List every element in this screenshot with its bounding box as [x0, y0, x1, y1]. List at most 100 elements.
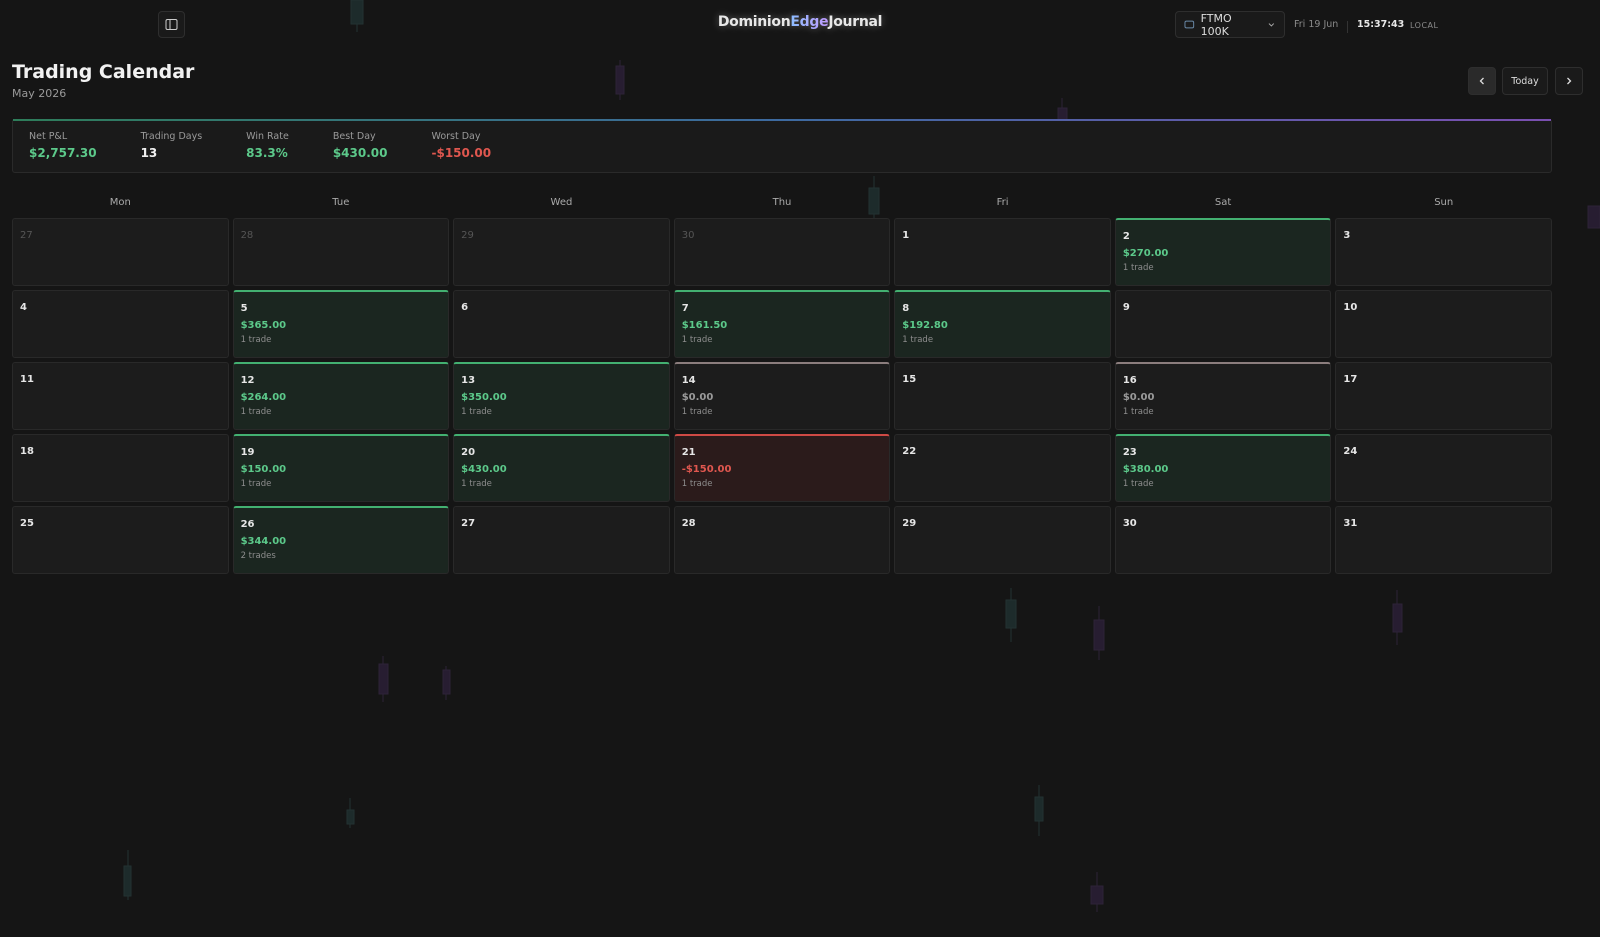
day-number: 14 — [681, 375, 696, 386]
day-number: 28 — [681, 518, 696, 529]
day-cell[interactable]: 27 — [453, 506, 670, 574]
weekday: Sun — [1434, 197, 1454, 208]
stat-value: -$150.00 — [431, 146, 492, 160]
day-cell[interactable]: 29 — [894, 506, 1111, 574]
day-number: 17 — [1343, 374, 1358, 385]
day-pnl: $0.00 — [681, 392, 714, 403]
page-subtitle: May 2026 — [12, 87, 67, 100]
day-cell[interactable]: 2 $270.00 1 trade — [1114, 218, 1332, 286]
day-cell[interactable]: 14 $0.00 1 trade — [673, 362, 891, 430]
trade-count: 1 trade — [240, 479, 272, 489]
day-cell[interactable]: 9 — [1114, 290, 1332, 358]
trade-count: 1 trade — [681, 407, 713, 417]
brand-part: Journal — [828, 14, 883, 30]
day-number: 16 — [1122, 375, 1137, 386]
chevron-down — [1268, 23, 1275, 27]
stat: Worst Day -$150.00 — [431, 131, 491, 161]
day-number: 19 — [240, 447, 255, 458]
day-cell[interactable]: 19 $150.00 1 trade — [232, 434, 450, 502]
stat-label: Worst Day — [431, 131, 481, 142]
trade-count: 1 trade — [1122, 407, 1154, 417]
day-number: 23 — [1122, 447, 1137, 458]
day-number: 4 — [20, 302, 27, 313]
trade-count: 2 trades — [240, 551, 276, 561]
next-month[interactable] — [1555, 67, 1583, 95]
trade-count: 1 trade — [240, 335, 272, 345]
day-cell[interactable]: 25 — [12, 506, 229, 574]
calendar-grid: 27 28 29 30 1 2 $270.00 1 trade 3 4 5 $365.00 1 trad… — [12, 218, 1552, 574]
account-icon — [1184, 20, 1195, 29]
day-cell[interactable]: 28 — [673, 506, 891, 574]
stat: Best Day $430.00 — [333, 131, 388, 161]
day-pnl: $380.00 — [1122, 464, 1169, 475]
day-cell[interactable]: 16 $0.00 1 trade — [1114, 362, 1332, 430]
account-selector[interactable]: FTMO 100K — [1175, 11, 1285, 38]
day-pnl: $344.00 — [240, 536, 287, 547]
day-number: 7 — [681, 303, 689, 314]
day-number: 25 — [20, 518, 34, 529]
day-number: 11 — [20, 374, 34, 385]
day-cell[interactable]: 13 $350.00 1 trade — [453, 362, 670, 430]
day-cell[interactable]: 23 $380.00 1 trade — [1114, 434, 1332, 502]
trade-count: 1 trade — [902, 335, 934, 345]
today-button[interactable]: Today — [1502, 67, 1548, 95]
day-cell[interactable]: 28 — [232, 218, 450, 286]
prev-month[interactable] — [1468, 67, 1496, 95]
day-cell[interactable]: 17 — [1335, 362, 1552, 430]
day-cell[interactable]: 31 — [1335, 506, 1552, 574]
day-number: 18 — [20, 446, 34, 457]
day-cell[interactable]: 5 $365.00 1 trade — [232, 290, 450, 358]
stat: Trading Days 13 — [141, 131, 203, 161]
day-pnl: $270.00 — [1122, 248, 1169, 259]
day-cell[interactable]: 8 $192.80 1 trade — [894, 290, 1111, 358]
day-number: 31 — [1343, 518, 1358, 529]
trade-count: 1 trade — [1122, 479, 1154, 489]
day-number: 9 — [1122, 302, 1130, 313]
divider — [1347, 21, 1348, 33]
day-pnl: $264.00 — [240, 392, 287, 403]
day-cell[interactable]: 27 — [12, 218, 229, 286]
day-cell[interactable]: 3 — [1335, 218, 1552, 286]
weekday-header: Mon Tue Wed Thu Fri Sat Sun — [12, 197, 1552, 208]
day-number: 3 — [1343, 230, 1351, 241]
trade-count: 1 trade — [461, 407, 492, 417]
day-cell[interactable]: 30 — [1114, 506, 1332, 574]
day-cell[interactable]: 15 — [894, 362, 1111, 430]
stat-value: $430.00 — [332, 146, 388, 160]
day-cell[interactable]: 30 — [673, 218, 891, 286]
trade-count: 1 trade — [240, 407, 272, 417]
day-cell[interactable]: 1 — [894, 218, 1111, 286]
day-cell[interactable]: 6 — [453, 290, 670, 358]
day-cell[interactable]: 24 — [1335, 434, 1552, 502]
timezone: LOCAL — [1410, 21, 1439, 30]
weekday: Mon — [109, 197, 131, 208]
day-cell[interactable]: 11 — [12, 362, 229, 430]
weekday: Fri — [996, 197, 1009, 208]
day-cell[interactable]: 26 $344.00 2 trades — [232, 506, 450, 574]
stat-label: Best Day — [332, 131, 376, 142]
day-number: 6 — [461, 302, 469, 313]
stat-value: 13 — [140, 146, 158, 160]
day-cell[interactable]: 10 — [1335, 290, 1552, 358]
weekday: Wed — [550, 197, 573, 208]
brand: DominionEdgeJournal — [0, 14, 1600, 30]
sidebar-toggle[interactable] — [158, 11, 185, 38]
day-cell[interactable]: 29 — [453, 218, 670, 286]
brand-part: Edge — [790, 14, 829, 30]
day-cell[interactable]: 22 — [894, 434, 1111, 502]
day-cell[interactable]: 12 $264.00 1 trade — [232, 362, 450, 430]
day-cell[interactable]: 7 $161.50 1 trade — [673, 290, 891, 358]
day-number: 13 — [461, 375, 476, 386]
day-number: 30 — [681, 230, 695, 241]
day-cell[interactable]: 18 — [12, 434, 229, 502]
day-pnl: $0.00 — [1122, 392, 1155, 403]
day-number: 29 — [902, 518, 917, 529]
day-pnl: $192.80 — [902, 320, 948, 331]
day-cell[interactable]: 21 -$150.00 1 trade — [673, 434, 891, 502]
day-cell[interactable]: 20 $430.00 1 trade — [453, 434, 670, 502]
day-cell[interactable]: 4 — [12, 290, 229, 358]
day-number: 12 — [240, 375, 255, 386]
